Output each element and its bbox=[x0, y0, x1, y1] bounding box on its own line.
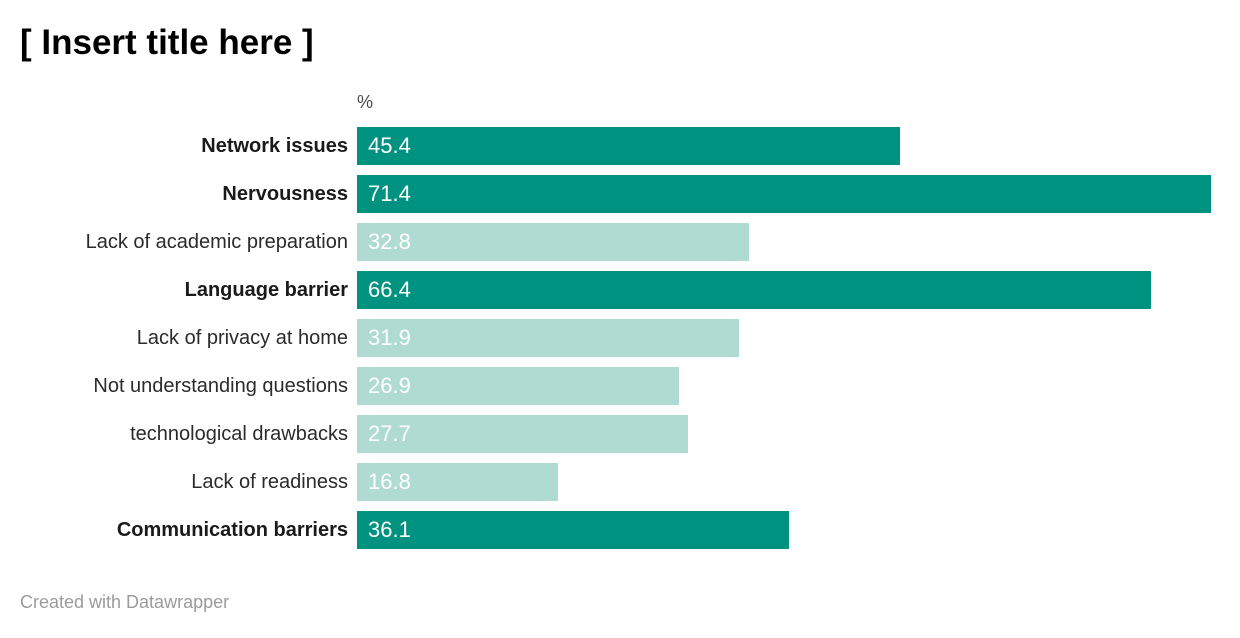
category-label: Nervousness bbox=[222, 182, 348, 205]
category-label: Language barrier bbox=[184, 278, 348, 301]
chart-row: Language barrier 66.4 bbox=[0, 271, 1240, 309]
bar-track: 36.1 bbox=[357, 511, 1211, 549]
bar: 36.1 bbox=[357, 511, 789, 549]
bar-track: 26.9 bbox=[357, 367, 1211, 405]
bar: 71.4 bbox=[357, 175, 1211, 213]
bar-track: 71.4 bbox=[357, 175, 1211, 213]
category-label: Network issues bbox=[201, 134, 348, 157]
bar: 45.4 bbox=[357, 127, 901, 165]
bar-track: 32.8 bbox=[357, 223, 1211, 261]
bar: 32.8 bbox=[357, 223, 750, 261]
category-label: Lack of readiness bbox=[191, 470, 348, 493]
chart-row: Nervousness 71.4 bbox=[0, 175, 1240, 213]
bar: 66.4 bbox=[357, 271, 1152, 309]
bar-chart-rows: Network issues 45.4 Nervousness 71.4 Lac… bbox=[0, 127, 1240, 549]
chart-row: Lack of readiness 16.8 bbox=[0, 463, 1240, 501]
bar-value-label: 16.8 bbox=[368, 469, 411, 494]
bar-track: 27.7 bbox=[357, 415, 1211, 453]
attribution-link[interactable]: Created with Datawrapper bbox=[20, 592, 230, 612]
bar-value-label: 71.4 bbox=[368, 181, 411, 206]
bar-value-label: 31.9 bbox=[368, 325, 411, 350]
chart-row: Not understanding questions 26.9 bbox=[0, 367, 1240, 405]
bar-track: 31.9 bbox=[357, 319, 1211, 357]
bar-value-label: 45.4 bbox=[368, 133, 411, 158]
category-label: technological drawbacks bbox=[130, 422, 348, 445]
bar: 16.8 bbox=[357, 463, 558, 501]
chart-row: Lack of privacy at home 31.9 bbox=[0, 319, 1240, 357]
bar-track: 45.4 bbox=[357, 127, 1211, 165]
bar: 26.9 bbox=[357, 367, 679, 405]
bar: 27.7 bbox=[357, 415, 689, 453]
chart-row: technological drawbacks 27.7 bbox=[0, 415, 1240, 453]
attribution: Created with Datawrapper bbox=[20, 592, 1220, 613]
bar-value-label: 27.7 bbox=[368, 421, 411, 446]
bar-value-label: 32.8 bbox=[368, 229, 411, 254]
axis-unit-label: % bbox=[357, 92, 374, 112]
datawrapper-chart: [ Insert title here ] % Network issues 4… bbox=[0, 21, 1240, 638]
category-label: Lack of privacy at home bbox=[136, 326, 348, 349]
category-label: Not understanding questions bbox=[93, 374, 348, 397]
bar-value-label: 66.4 bbox=[368, 277, 411, 302]
chart-title: [ Insert title here ] bbox=[20, 23, 314, 62]
bar: 31.9 bbox=[357, 319, 739, 357]
bar-value-label: 26.9 bbox=[368, 373, 411, 398]
chart-row: Lack of academic preparation 32.8 bbox=[0, 223, 1240, 261]
chart-row: Communication barriers 36.1 bbox=[0, 511, 1240, 549]
chart-row: Network issues 45.4 bbox=[0, 127, 1240, 165]
bar-value-label: 36.1 bbox=[368, 517, 411, 542]
bar-track: 66.4 bbox=[357, 271, 1211, 309]
bar-track: 16.8 bbox=[357, 463, 1211, 501]
category-label: Communication barriers bbox=[116, 518, 348, 541]
category-label: Lack of academic preparation bbox=[85, 230, 348, 253]
